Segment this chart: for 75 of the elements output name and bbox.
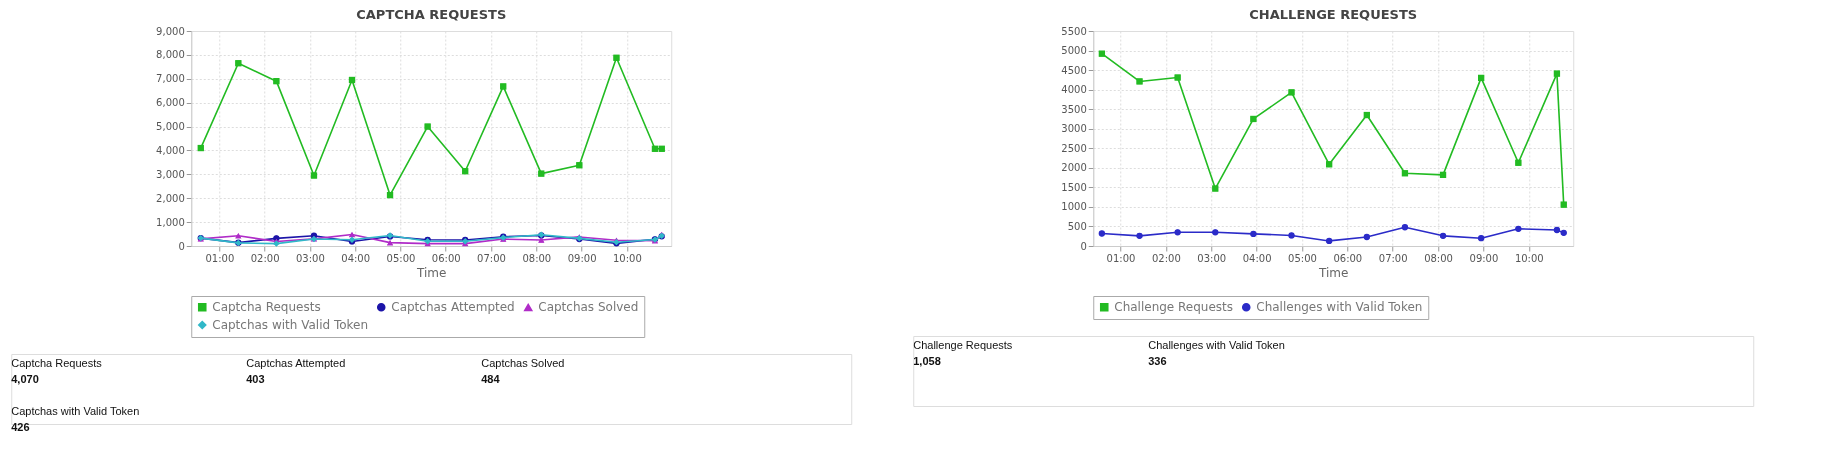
y-tick-label: 0	[1080, 240, 1087, 252]
y-tick-label: 6,000	[156, 97, 185, 109]
y-tick-label: 3,000	[156, 168, 185, 180]
point	[1212, 185, 1219, 192]
y-tick-label: 8,000	[156, 49, 185, 61]
text: Captchas Solved	[481, 357, 565, 369]
y-tick-label: 0	[178, 240, 185, 252]
x-tick-label: 08:00	[1424, 252, 1453, 264]
y-tick-label: 2500	[1061, 142, 1087, 154]
y-tick-label: 5,000	[156, 121, 185, 133]
x-tick-label: 03:00	[295, 252, 325, 264]
x-axis-title: Time	[416, 265, 447, 280]
y-tick-label: 9,000	[156, 25, 185, 37]
y-tick-label: 5500	[1061, 25, 1087, 37]
chart-title: CHALLENGE REQUESTS	[1249, 7, 1418, 22]
x-axis-title: Time	[1318, 265, 1349, 280]
x-tick-label: 04:00	[341, 252, 371, 264]
x-tick-label: 07:00	[477, 252, 506, 264]
x-tick-label: 06:00	[1333, 252, 1363, 264]
legend-label: Challenges with Valid Token	[1256, 300, 1423, 315]
text: Challenges with Valid Token	[1148, 339, 1285, 351]
x-tick-label: 04:00	[1242, 252, 1272, 264]
chart-title: CAPTCHA REQUESTS	[356, 7, 507, 22]
x-tick-label: 09:00	[567, 252, 597, 264]
y-tick-label: 500	[1067, 220, 1087, 232]
text: Captchas Attempted	[246, 357, 346, 369]
y-tick-label: 3500	[1061, 103, 1087, 115]
text: Captcha Requests	[11, 357, 103, 369]
text: 336	[1148, 355, 1167, 367]
text: 403	[246, 373, 265, 385]
point	[1136, 78, 1143, 85]
x-tick-label: 02:00	[250, 252, 280, 264]
x-tick-label: 02:00	[1151, 252, 1181, 264]
legend-label: Captchas with Valid Token	[212, 318, 369, 332]
text: 4,070	[11, 373, 39, 385]
x-tick-label: 03:00	[1197, 252, 1227, 264]
point	[538, 237, 545, 243]
x-tick-label: 05:00	[1288, 252, 1317, 264]
text: 1,058	[913, 355, 941, 367]
x-tick-label: 05:00	[386, 252, 416, 264]
y-tick-label: 2000	[1061, 162, 1087, 174]
legend-label: Captchas Solved	[538, 300, 639, 315]
y-tick-label: 4,000	[156, 144, 185, 156]
y-tick-label: 1000	[1061, 201, 1087, 213]
x-tick-label: 10:00	[612, 252, 642, 264]
text: 426	[11, 421, 30, 433]
point	[1288, 232, 1295, 239]
point	[1288, 89, 1295, 96]
y-tick-label: 3000	[1061, 123, 1087, 135]
point	[1212, 229, 1219, 236]
y-tick-label: 4000	[1061, 84, 1087, 96]
x-tick-label: 10:00	[1514, 252, 1544, 264]
point	[1174, 74, 1181, 81]
x-tick-label: 07:00	[1378, 252, 1408, 264]
y-tick-label: 7,000	[156, 73, 185, 85]
text: 484	[481, 373, 501, 385]
x-tick-label: 08:00	[522, 252, 552, 264]
legend-label: Captchas Attempted	[391, 300, 515, 315]
y-tick-label: 1,000	[156, 216, 185, 228]
y-tick-label: 4500	[1061, 64, 1087, 76]
point	[424, 123, 431, 130]
x-tick-label: 01:00	[1106, 252, 1136, 264]
point	[235, 232, 242, 239]
text: Captchas with Valid Token	[11, 405, 140, 417]
y-tick-label: 2,000	[156, 192, 185, 204]
y-tick-label: 1500	[1061, 181, 1087, 193]
legend-label: Challenge Requests	[1114, 300, 1234, 315]
point	[538, 170, 545, 177]
legend-label: Captcha Requests	[212, 300, 321, 315]
point	[1174, 229, 1181, 236]
x-tick-label: 06:00	[431, 252, 461, 264]
x-tick-label: 09:00	[1469, 252, 1499, 264]
text: Challenge Requests	[913, 339, 1013, 351]
y-tick-label: 5000	[1061, 45, 1087, 57]
x-tick-label: 01:00	[205, 252, 235, 264]
